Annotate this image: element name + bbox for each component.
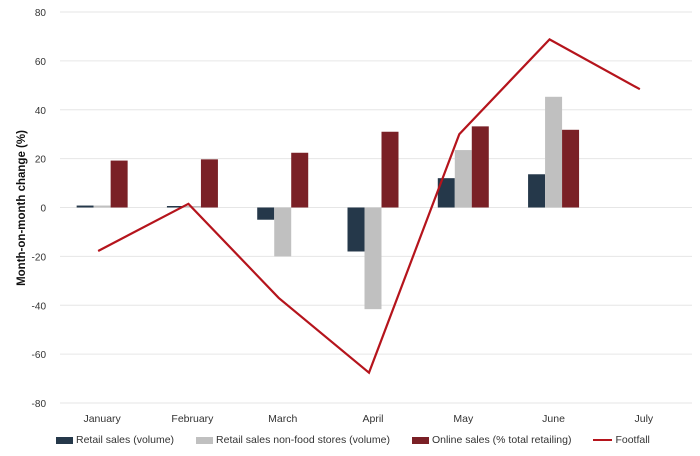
x-tick-label: May	[453, 413, 474, 425]
bar	[76, 205, 94, 208]
legend-label: Retail sales non-food stores (volume)	[216, 434, 390, 446]
bar	[257, 207, 275, 220]
bar	[381, 131, 399, 208]
legend: Retail sales (volume) Retail sales non-fo…	[56, 434, 650, 446]
chart: 80 60 40 20 0 -20 -40 -60 -80 January February Mar…	[16, 8, 692, 425]
legend-swatch	[196, 436, 214, 444]
y-tick-label: 0	[40, 204, 46, 215]
legend-label: Footfall	[615, 434, 650, 446]
x-tick-label: January	[83, 413, 121, 425]
bar	[471, 126, 489, 208]
legend-item: Retail sales (volume)	[56, 434, 174, 446]
y-tick-label: -80	[32, 399, 47, 410]
bar	[364, 207, 382, 310]
bar	[562, 129, 580, 208]
y-axis-label: Month-on-month change (%)	[16, 130, 28, 286]
y-tick-label: 60	[35, 57, 47, 68]
bar	[200, 159, 218, 208]
legend-swatch	[411, 436, 429, 444]
footfall-line-group	[97, 37, 641, 375]
bar	[545, 96, 563, 208]
legend-item: Online sales (% total retailing)	[411, 434, 572, 446]
x-tick-label: July	[635, 413, 654, 425]
bar	[93, 205, 111, 208]
bar	[437, 178, 455, 208]
legend-swatch	[56, 436, 73, 444]
legend-swatch	[593, 439, 613, 441]
x-tick-label: March	[268, 413, 297, 425]
bar	[166, 206, 184, 208]
x-tick-labels: January February March April May June July	[83, 413, 653, 425]
x-tick-label: April	[362, 413, 383, 425]
bar	[110, 160, 128, 208]
legend-label: Online sales (% total retailing)	[431, 434, 572, 446]
bar	[291, 152, 309, 208]
legend-label: Retail sales (volume)	[76, 434, 175, 446]
y-tick-label: -60	[32, 350, 47, 361]
bar	[528, 174, 546, 208]
legend-item: Retail sales non-food stores (volume)	[196, 434, 390, 446]
bar	[274, 207, 292, 257]
y-tick-label: -20	[32, 252, 47, 263]
y-tick-labels: 80 60 40 20 0 -20 -40 -60 -80	[32, 8, 47, 410]
x-tick-label: June	[542, 413, 565, 425]
bars	[76, 96, 580, 310]
legend-item: Footfall	[593, 434, 650, 446]
y-tick-label: -40	[32, 301, 47, 312]
y-tick-label: 20	[35, 155, 47, 166]
y-tick-label: 80	[35, 8, 47, 19]
bar	[454, 150, 472, 208]
y-tick-label: 40	[35, 106, 47, 117]
bar	[347, 207, 365, 252]
x-tick-label: February	[171, 413, 214, 425]
